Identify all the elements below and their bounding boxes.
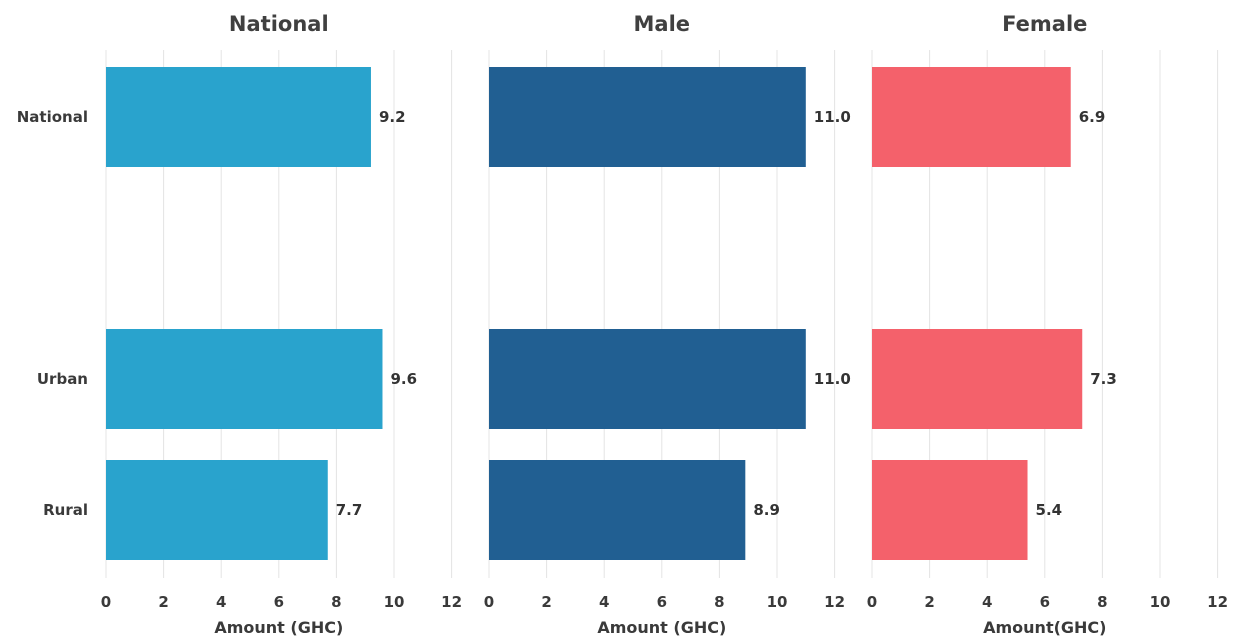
male-tick-label: 8 xyxy=(714,593,724,611)
female-x-axis-label: Amount(GHC) xyxy=(983,618,1106,637)
male-bar-national xyxy=(489,67,806,167)
category-label-rural: Rural xyxy=(43,501,88,519)
national-tick-label: 6 xyxy=(274,593,284,611)
female-bar-national xyxy=(872,67,1071,167)
category-label-urban: Urban xyxy=(37,370,88,388)
female-tick-label: 10 xyxy=(1150,593,1171,611)
female-bar-rural xyxy=(872,460,1028,560)
male-data-label-rural: 8.9 xyxy=(753,501,780,519)
male-tick-label: 4 xyxy=(599,593,609,611)
male-tick-label: 2 xyxy=(541,593,551,611)
national-bar-rural xyxy=(106,460,328,560)
national-tick-label: 8 xyxy=(331,593,341,611)
national-data-label-rural: 7.7 xyxy=(336,501,363,519)
female-data-label-rural: 5.4 xyxy=(1036,501,1063,519)
national-x-axis-label: Amount (GHC) xyxy=(214,618,343,637)
national-tick-label: 2 xyxy=(158,593,168,611)
female-panel-title: Female xyxy=(1002,12,1087,36)
male-bar-rural xyxy=(489,460,746,560)
national-data-label-national: 9.2 xyxy=(379,108,406,126)
national-data-label-urban: 9.6 xyxy=(390,370,417,388)
national-bar-urban xyxy=(106,329,383,429)
male-tick-label: 12 xyxy=(824,593,845,611)
national-tick-label: 0 xyxy=(101,593,111,611)
female-tick-label: 2 xyxy=(924,593,934,611)
female-tick-label: 0 xyxy=(867,593,877,611)
national-tick-label: 4 xyxy=(216,593,226,611)
female-tick-label: 4 xyxy=(982,593,992,611)
female-tick-label: 12 xyxy=(1207,593,1228,611)
male-x-axis-label: Amount (GHC) xyxy=(597,618,726,637)
national-tick-label: 12 xyxy=(441,593,462,611)
female-tick-label: 8 xyxy=(1097,593,1107,611)
female-bar-urban xyxy=(872,329,1083,429)
national-bar-national xyxy=(106,67,371,167)
male-tick-label: 0 xyxy=(484,593,494,611)
male-tick-label: 10 xyxy=(767,593,788,611)
female-data-label-urban: 7.3 xyxy=(1090,370,1117,388)
female-tick-label: 6 xyxy=(1040,593,1050,611)
national-tick-label: 10 xyxy=(384,593,405,611)
male-bar-urban xyxy=(489,329,806,429)
category-label-national: National xyxy=(17,108,88,126)
male-data-label-national: 11.0 xyxy=(814,108,851,126)
male-data-label-urban: 11.0 xyxy=(814,370,851,388)
national-panel-title: National xyxy=(229,12,329,36)
male-tick-label: 6 xyxy=(657,593,667,611)
female-data-label-national: 6.9 xyxy=(1079,108,1106,126)
male-panel-title: Male xyxy=(634,12,691,36)
